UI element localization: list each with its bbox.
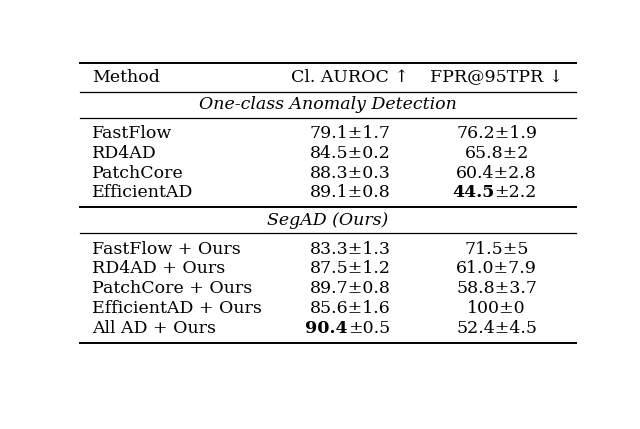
Text: 85.6±1.6: 85.6±1.6 [310, 300, 390, 317]
Text: PatchCore + Ours: PatchCore + Ours [92, 280, 253, 297]
Text: EfficientAD: EfficientAD [92, 184, 194, 201]
Text: 61.0±7.9: 61.0±7.9 [456, 260, 537, 277]
Text: FastFlow: FastFlow [92, 125, 173, 142]
Text: 60.4±2.8: 60.4±2.8 [456, 165, 537, 181]
Text: 84.5±0.2: 84.5±0.2 [310, 145, 391, 162]
Text: 65.8±2: 65.8±2 [465, 145, 529, 162]
Text: 71.5±5: 71.5±5 [465, 241, 529, 257]
Text: FPR@95TPR ↓: FPR@95TPR ↓ [430, 69, 563, 86]
Text: SegAD (Ours): SegAD (Ours) [268, 212, 388, 229]
Text: All AD + Ours: All AD + Ours [92, 320, 216, 337]
Text: One-class Anomaly Detection: One-class Anomaly Detection [199, 97, 457, 114]
Text: ±0.5: ±0.5 [348, 320, 390, 337]
Text: 83.3±1.3: 83.3±1.3 [310, 241, 391, 257]
Text: 76.2±1.9: 76.2±1.9 [456, 125, 537, 142]
Text: 52.4±4.5: 52.4±4.5 [456, 320, 537, 337]
Text: 89.1±0.8: 89.1±0.8 [310, 184, 390, 201]
Text: 89.7±0.8: 89.7±0.8 [310, 280, 391, 297]
Text: PatchCore: PatchCore [92, 165, 184, 181]
Text: RD4AD: RD4AD [92, 145, 157, 162]
Text: 58.8±3.7: 58.8±3.7 [456, 280, 537, 297]
Text: 79.1±1.7: 79.1±1.7 [310, 125, 391, 142]
Text: EfficientAD + Ours: EfficientAD + Ours [92, 300, 262, 317]
Text: 90.4: 90.4 [305, 320, 348, 337]
Text: ±2.2: ±2.2 [494, 184, 536, 201]
Text: 44.5: 44.5 [452, 184, 494, 201]
Text: 88.3±0.3: 88.3±0.3 [310, 165, 391, 181]
Text: FastFlow + Ours: FastFlow + Ours [92, 241, 241, 257]
Text: RD4AD + Ours: RD4AD + Ours [92, 260, 226, 277]
Text: Method: Method [92, 69, 160, 86]
Text: Cl. AUROC ↑: Cl. AUROC ↑ [291, 69, 409, 86]
Text: 87.5±1.2: 87.5±1.2 [310, 260, 391, 277]
Text: 100±0: 100±0 [467, 300, 526, 317]
